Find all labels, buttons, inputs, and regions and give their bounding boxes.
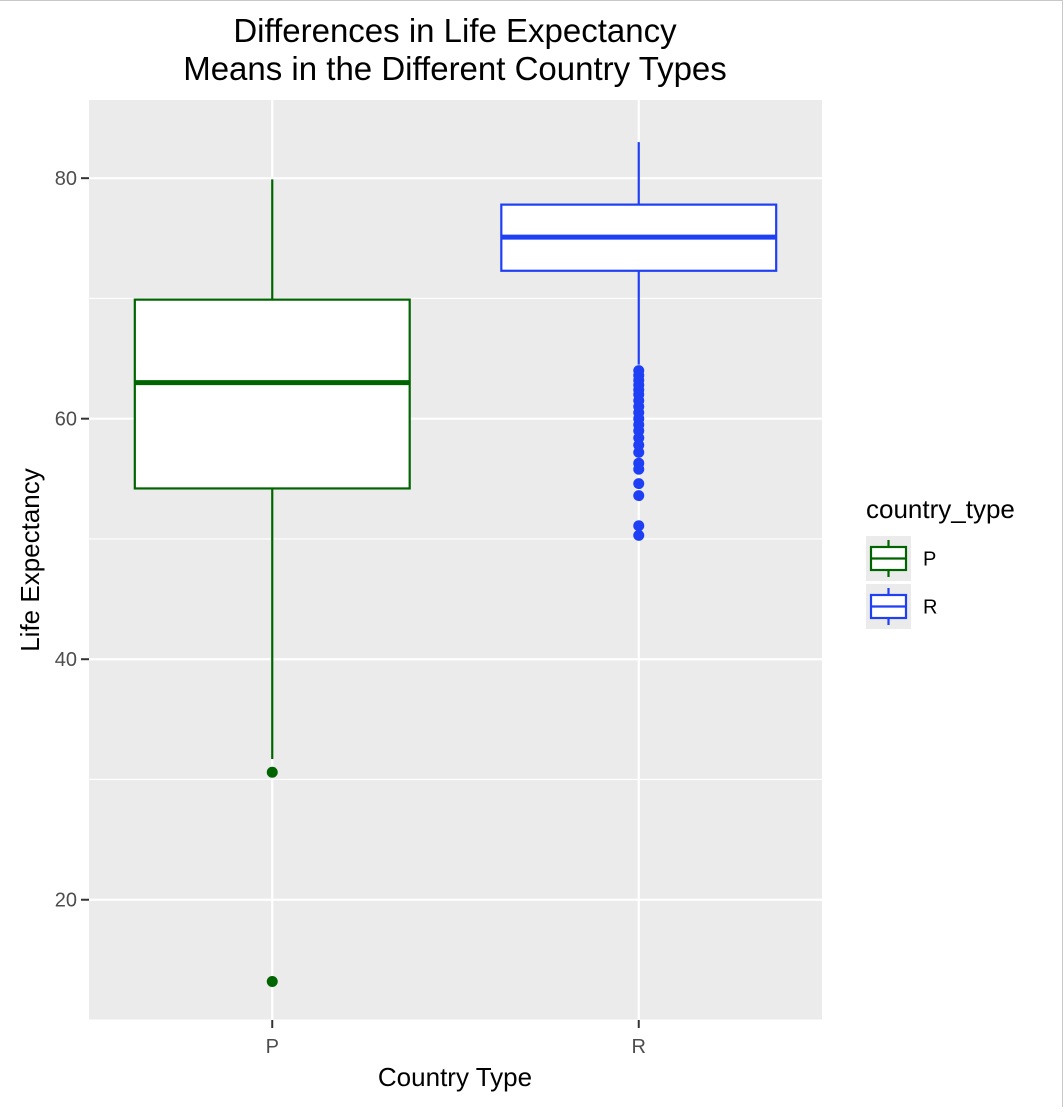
outlier-point-R (633, 490, 645, 502)
boxes (133, 142, 778, 988)
outlier-point-P (266, 976, 278, 988)
legend-label: R (923, 597, 937, 619)
chart-title: Differences in Life Expectancy (233, 12, 677, 49)
outlier-point-P (266, 766, 278, 778)
outlier-point-R (633, 520, 645, 532)
outlier-point-R (633, 446, 645, 458)
legend: country_type PR (866, 494, 1015, 629)
outlier-point-R (633, 478, 645, 490)
y-axis-title: Life Expectancy (15, 468, 45, 652)
y-tick-label: 60 (55, 409, 77, 431)
legend-label: P (923, 549, 936, 571)
axes: 20 40 60 80 P R (55, 168, 646, 1058)
x-tick-label: R (632, 1036, 646, 1058)
y-tick-label: 80 (55, 168, 77, 190)
x-axis-title: Country Type (378, 1062, 532, 1092)
legend-keys: PR (866, 536, 937, 629)
chart-subtitle: Means in the Different Country Types (183, 50, 727, 87)
legend-title: country_type (866, 494, 1015, 524)
y-tick-label: 20 (55, 890, 77, 912)
box-P (133, 298, 411, 490)
outlier-point-R (633, 463, 645, 475)
outlier-point-R (633, 529, 645, 541)
y-tick-label: 40 (55, 649, 77, 671)
x-tick-label: P (266, 1036, 279, 1058)
